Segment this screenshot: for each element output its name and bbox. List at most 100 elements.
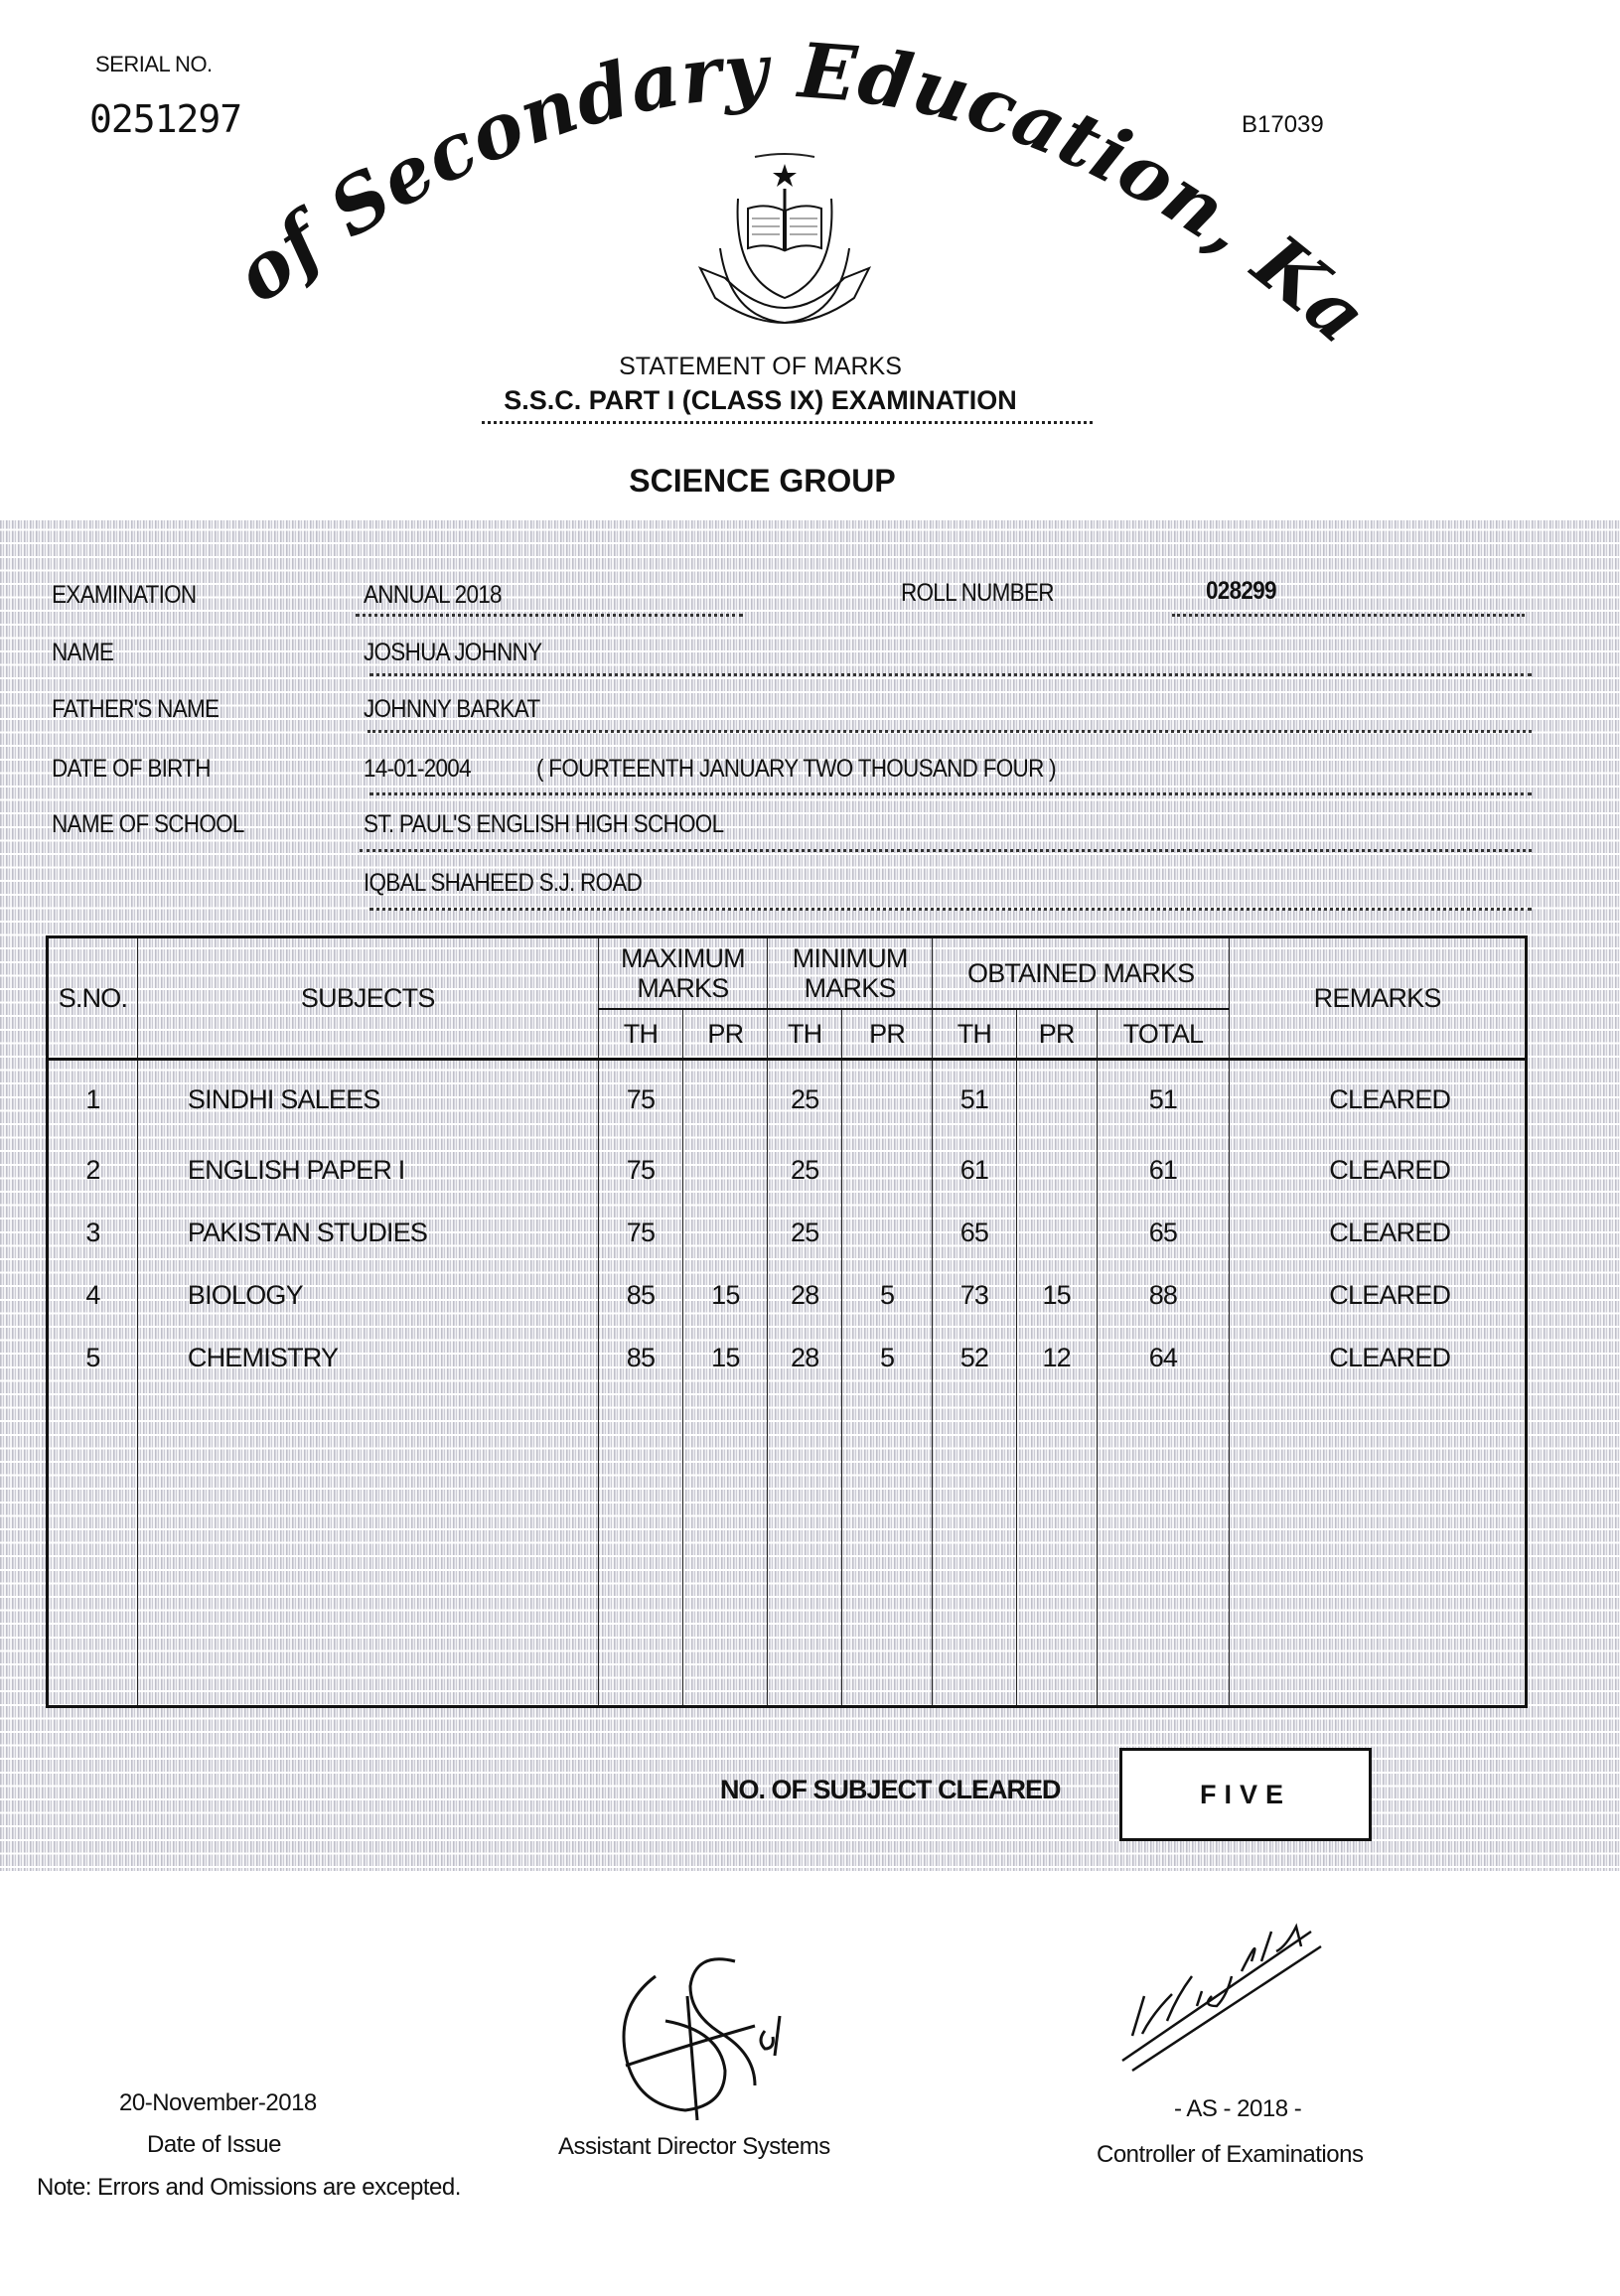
document-code: B17039 xyxy=(1242,111,1324,138)
blank-cell xyxy=(932,1388,1017,1706)
cell-max-th: 85 xyxy=(597,1263,684,1327)
cell-obt-th: 61 xyxy=(932,1138,1017,1202)
statement-title: STATEMENT OF MARKS xyxy=(619,353,902,380)
cell-remarks: CLEARED xyxy=(1229,1059,1527,1139)
cell-sno: 5 xyxy=(47,1326,138,1389)
cell-total: 64 xyxy=(1096,1326,1231,1389)
controller-code: - AS - 2018 - xyxy=(1174,2095,1302,2122)
father-name-label: FATHER'S NAME xyxy=(52,695,220,723)
header-total: TOTAL xyxy=(1096,1008,1231,1060)
school-label: NAME OF SCHOOL xyxy=(52,810,244,838)
cell-obt-pr xyxy=(1015,1138,1098,1202)
header-maximum-marks: MAXIMUM MARKS xyxy=(597,936,769,1009)
cell-remarks: CLEARED xyxy=(1229,1201,1527,1264)
blank-cell xyxy=(841,1388,934,1706)
cell-obt-pr: 12 xyxy=(1015,1326,1098,1389)
cell-min-th: 28 xyxy=(767,1263,843,1327)
assistant-director-title: Assistant Director Systems xyxy=(558,2133,830,2160)
table-row: 2 ENGLISH PAPER I 75 25 61 61 CLEARED xyxy=(47,1138,1527,1202)
cell-max-th: 85 xyxy=(597,1326,684,1389)
name-label: NAME xyxy=(52,639,114,666)
cell-min-pr: 5 xyxy=(841,1263,934,1327)
cell-max-th: 75 xyxy=(597,1201,684,1264)
cell-min-pr: 5 xyxy=(841,1326,934,1389)
cell-obt-th: 73 xyxy=(932,1263,1017,1327)
cell-max-pr: 15 xyxy=(682,1263,769,1327)
cell-total: 51 xyxy=(1096,1059,1231,1139)
cell-min-th: 25 xyxy=(767,1059,843,1139)
subjects-cleared-value: FIVE xyxy=(1119,1748,1372,1841)
subjects-cleared-label: NO. OF SUBJECT CLEARED xyxy=(720,1775,1062,1804)
school-underline xyxy=(360,849,1532,852)
cell-max-th: 75 xyxy=(597,1059,684,1139)
header-min-pr: PR xyxy=(841,1008,934,1060)
cell-obt-th: 51 xyxy=(932,1059,1017,1139)
cell-obt-th: 52 xyxy=(932,1326,1017,1389)
header-obt-th: TH xyxy=(932,1008,1017,1060)
cell-total: 61 xyxy=(1096,1138,1231,1202)
controller-title: Controller of Examinations xyxy=(1097,2141,1364,2168)
examination-label: EXAMINATION xyxy=(52,581,197,609)
header-obtained-marks: OBTAINED MARKS xyxy=(932,936,1231,1009)
table-row: 1 SINDHI SALEES 75 25 51 51 CLEARED xyxy=(47,1059,1527,1139)
cell-min-th: 28 xyxy=(767,1326,843,1389)
table-blank-area xyxy=(47,1388,1527,1706)
header-min-th: TH xyxy=(767,1008,843,1060)
cell-total: 88 xyxy=(1096,1263,1231,1327)
header-sno: S.NO. xyxy=(47,936,138,1060)
header-obt-pr: PR xyxy=(1015,1008,1098,1060)
header-subjects: SUBJECTS xyxy=(136,936,599,1060)
assistant-director-signature xyxy=(622,1957,782,2121)
cell-max-th: 75 xyxy=(597,1138,684,1202)
group-title: SCIENCE GROUP xyxy=(629,463,896,499)
cell-max-pr xyxy=(682,1201,769,1264)
cell-obt-th: 65 xyxy=(932,1201,1017,1264)
header-remarks: REMARKS xyxy=(1229,936,1527,1060)
roll-number-value: 028299 xyxy=(1206,577,1276,605)
blank-cell xyxy=(597,1388,684,1706)
cell-max-pr: 15 xyxy=(682,1326,769,1389)
table-row: 4 BIOLOGY 85 15 28 5 73 15 88 CLEARED xyxy=(47,1263,1527,1327)
father-name-value: JOHNNY BARKAT xyxy=(364,695,540,723)
table-row: 3 PAKISTAN STUDIES 75 25 65 65 CLEARED xyxy=(47,1201,1527,1264)
board-logo-icon xyxy=(697,153,872,325)
cell-subject: ENGLISH PAPER I xyxy=(136,1138,599,1202)
cell-subject: BIOLOGY xyxy=(136,1263,599,1327)
marks-table: S.NO. SUBJECTS MAXIMUM MARKS MINIMUM MAR… xyxy=(46,935,1528,1708)
roll-number-underline xyxy=(1172,614,1525,617)
header-minimum-marks: MINIMUM MARKS xyxy=(767,936,934,1009)
cell-min-pr xyxy=(841,1059,934,1139)
errors-note: Note: Errors and Omissions are excepted. xyxy=(37,2174,461,2201)
cell-min-th: 25 xyxy=(767,1201,843,1264)
cell-obt-pr xyxy=(1015,1059,1098,1139)
cell-subject: PAKISTAN STUDIES xyxy=(136,1201,599,1264)
cell-sno: 4 xyxy=(47,1263,138,1327)
table-row: 5 CHEMISTRY 85 15 28 5 52 12 64 CLEARED xyxy=(47,1326,1527,1389)
blank-cell xyxy=(767,1388,843,1706)
blank-cell xyxy=(1096,1388,1231,1706)
issue-date: 20-November-2018 xyxy=(119,2089,317,2116)
serial-number: 0251297 xyxy=(89,97,242,141)
school-address: IQBAL SHAHEED S.J. ROAD xyxy=(364,869,643,897)
cell-min-pr xyxy=(841,1201,934,1264)
roll-number-label: ROLL NUMBER xyxy=(901,579,1055,607)
cell-max-pr xyxy=(682,1138,769,1202)
examination-underline xyxy=(356,614,743,617)
dob-value: 14-01-2004 xyxy=(364,755,472,783)
dob-words: ( FOURTEENTH JANUARY TWO THOUSAND FOUR ) xyxy=(536,755,1057,783)
cell-min-pr xyxy=(841,1138,934,1202)
blank-cell xyxy=(47,1388,138,1706)
cell-remarks: CLEARED xyxy=(1229,1138,1527,1202)
board-name-arc: Board of Secondary Education, Karachi xyxy=(0,0,1384,358)
father-name-underline xyxy=(368,730,1532,733)
school-value: ST. PAUL'S ENGLISH HIGH SCHOOL xyxy=(364,810,724,838)
dob-label: DATE OF BIRTH xyxy=(52,755,212,783)
title-divider xyxy=(482,421,1093,424)
cell-subject: SINDHI SALEES xyxy=(136,1059,599,1139)
blank-cell xyxy=(136,1388,599,1706)
dob-underline xyxy=(369,792,1532,795)
address-underline xyxy=(369,908,1532,911)
name-underline xyxy=(369,673,1532,676)
cell-remarks: CLEARED xyxy=(1229,1263,1527,1327)
examination-value: ANNUAL 2018 xyxy=(364,581,503,609)
